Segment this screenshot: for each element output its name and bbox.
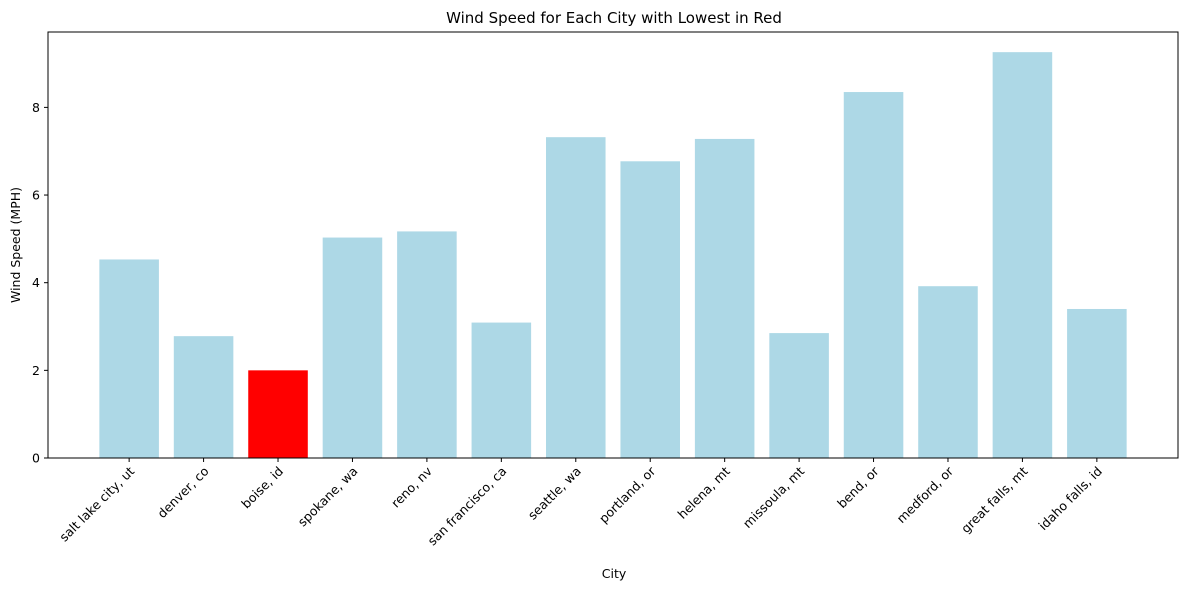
bar-1 [173, 336, 234, 458]
y-tick-label-3: 6 [32, 188, 40, 203]
x-tick-label-11: medford, or [894, 463, 957, 526]
x-tick-label-7: portland, or [596, 463, 659, 526]
x-axis-label: City [602, 566, 627, 581]
bar-13 [1067, 308, 1127, 458]
bar-0 [99, 259, 159, 458]
y-tick-label-2: 4 [32, 275, 40, 290]
bar-2 [248, 370, 308, 458]
y-tick-label-1: 2 [32, 363, 40, 378]
x-tick-label-8: helena, mt [675, 463, 733, 521]
x-tick-label-13: idaho falls, id [1035, 464, 1105, 534]
x-tick-label-5: san francisco, ca [425, 464, 510, 549]
bar-12 [992, 52, 1053, 458]
bar-3 [322, 237, 383, 458]
bar-6 [546, 137, 606, 458]
bars-group [99, 52, 1127, 458]
x-axis: salt lake city, ut denver, co boise, id spo… [56, 458, 1105, 548]
x-tick-label-6: seattle, wa [525, 464, 584, 523]
bar-11 [918, 286, 978, 458]
bar-4 [397, 231, 457, 458]
x-tick-label-10: bend, or [834, 463, 882, 511]
bar-5 [471, 322, 532, 458]
x-tick-label-12: great falls, mt [958, 463, 1031, 536]
y-axis-label: Wind Speed (MPH) [8, 187, 23, 303]
chart-title: Wind Speed for Each City with Lowest in … [446, 9, 782, 27]
bar-9 [769, 333, 829, 458]
y-tick-label-0: 0 [32, 451, 40, 466]
x-tick-label-9: missoula, mt [740, 463, 808, 531]
x-tick-label-0: salt lake city, ut [56, 463, 137, 544]
y-tick-label-4: 8 [32, 100, 40, 115]
plot-frame [47, 31, 1179, 459]
bar-8 [694, 138, 755, 458]
x-tick-label-1: denver, co [154, 464, 211, 521]
x-tick-label-2: boise, id [238, 464, 286, 512]
bar-7 [620, 161, 680, 458]
x-tick-label-3: spokane, wa [295, 464, 361, 530]
y-axis: 0 2 4 6 8 [32, 100, 48, 466]
bar-10 [843, 92, 904, 458]
x-tick-label-4: reno, nv [388, 463, 435, 510]
